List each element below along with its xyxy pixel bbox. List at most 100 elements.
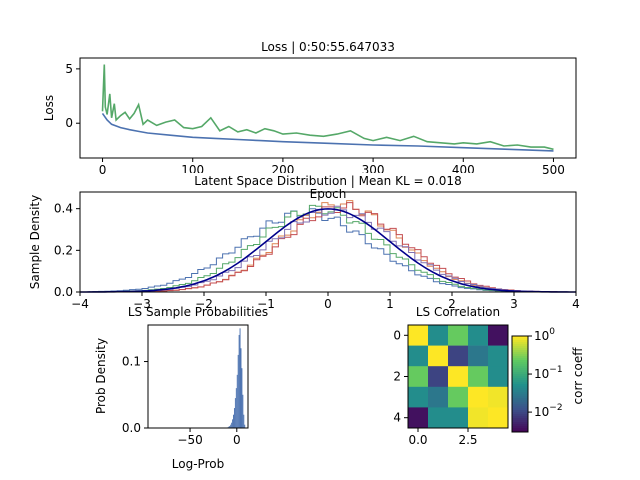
colorbar-segment [512,384,528,387]
loss-series-0-line [101,64,554,151]
heatmap-cell [468,386,489,408]
colorbar-segment [512,398,528,401]
prob-x-tick-label: −50 [177,433,202,447]
loss-y-tick-label: 5 [65,62,73,76]
colorbar-segment [512,406,528,409]
colorbar-segment [512,374,528,377]
prob-frame [147,324,249,429]
colorbar-segment [512,386,528,389]
prob-bar [243,414,245,428]
colorbar-segment [512,416,528,419]
corr-y-tick-label: 0 [393,328,401,342]
heatmap-cell [488,407,509,429]
heatmap-cell [408,345,429,367]
heatmap-cell [428,325,449,346]
prob-ylabel: Prob Density [94,338,108,414]
loss-xlabel: Epoch [310,187,347,201]
heatmap-cell [488,366,509,388]
colorbar-segment [512,378,528,381]
colorbar-segment [512,390,528,393]
heatmap-cell [448,407,469,429]
colorbar-segment [512,338,528,341]
prob-bar [240,348,242,428]
prob-bar [244,424,246,428]
heatmap-cell [448,345,469,367]
heatmap-cell [488,345,509,367]
heatmap-cell [428,407,449,429]
colorbar-segment [512,418,528,421]
latent-histogram-4 [92,205,558,293]
loss-title: Loss | 0:50:55.647033 [261,40,395,54]
prob-bar [230,424,232,428]
heatmap-cell [468,325,489,346]
prob-x-tick-label: 0 [233,433,241,447]
latent-x-tick-label: 2 [448,297,456,311]
colorbar-segment [512,344,528,347]
colorbar-segment [512,430,528,433]
colorbar-segment [512,360,528,363]
heatmap-cell [408,366,429,388]
prob-xlabel: Log-Prob [172,457,224,471]
colorbar-segment [512,368,528,371]
colorbar-segment [512,342,528,345]
latent-histogram-2 [92,204,558,293]
colorbar-tick-label: 10−2 [534,403,563,419]
prob-bar [239,328,241,428]
colorbar-segment [512,414,528,417]
colorbar-label: corr coeff [571,347,585,405]
colorbar-segment [512,352,528,355]
heatmap-cell [448,366,469,388]
colorbar-segment [512,392,528,395]
colorbar-segment [512,372,528,375]
colorbar-segment [512,346,528,349]
latent-x-tick-label: −1 [257,297,275,311]
loss-y-tick-label: 0 [65,116,73,130]
colorbar-segment [512,366,528,369]
latent-histogram-0 [92,208,558,293]
loss-x-tick-label: 0 [99,163,107,177]
heatmap-cell [408,407,429,429]
colorbar-segment [512,362,528,365]
latent-ylabel: Sample Density [28,195,42,289]
prob-bar [235,388,237,428]
colorbar-tick-label: 100 [534,327,555,343]
corr-y-tick-label: 2 [393,370,401,384]
colorbar-segment [512,350,528,353]
prob-bar [228,426,230,428]
colorbar-segment [512,424,528,427]
corr-frame [407,324,509,429]
latent-x-tick-label: 0 [324,297,332,311]
colorbar-segment [512,388,528,391]
latent-histogram-1 [92,200,558,293]
latent-title-bg [160,173,496,189]
colorbar-segment [512,340,528,343]
heatmap-cell [488,325,509,346]
prob-bar [236,374,238,428]
colorbar-segment [512,400,528,403]
latent-frame [79,191,577,293]
heatmap-cell [428,345,449,367]
colorbar-segment [512,422,528,425]
heatmap-cell [488,386,509,408]
latent-x-tick-label: 1 [386,297,394,311]
colorbar-segment [512,410,528,413]
latent-y-tick-label: 0.4 [54,202,73,216]
prob-subplot: −50 0 0.0 0.1 LS Sample Probabilities Prob … [94,305,268,471]
colorbar-segment [512,380,528,383]
prob-y-tick-label: 0.0 [122,421,141,435]
prob-bar [231,422,233,428]
latent-histogram-3 [92,202,558,293]
colorbar-segment [512,354,528,357]
corr-x-tick-label: 0.0 [408,433,427,447]
loss-ylabel: Loss [42,95,56,121]
prob-title: LS Sample Probabilities [128,305,268,319]
colorbar-segment [512,412,528,415]
colorbar-segment [512,396,528,399]
prob-bar [229,426,231,428]
heatmap-cell [408,325,429,346]
colorbar-segment [512,356,528,359]
corr-title: LS Correlation [416,305,500,319]
colorbar-segment [512,364,528,367]
colorbar-segment [512,358,528,361]
prob-bar [232,419,234,428]
